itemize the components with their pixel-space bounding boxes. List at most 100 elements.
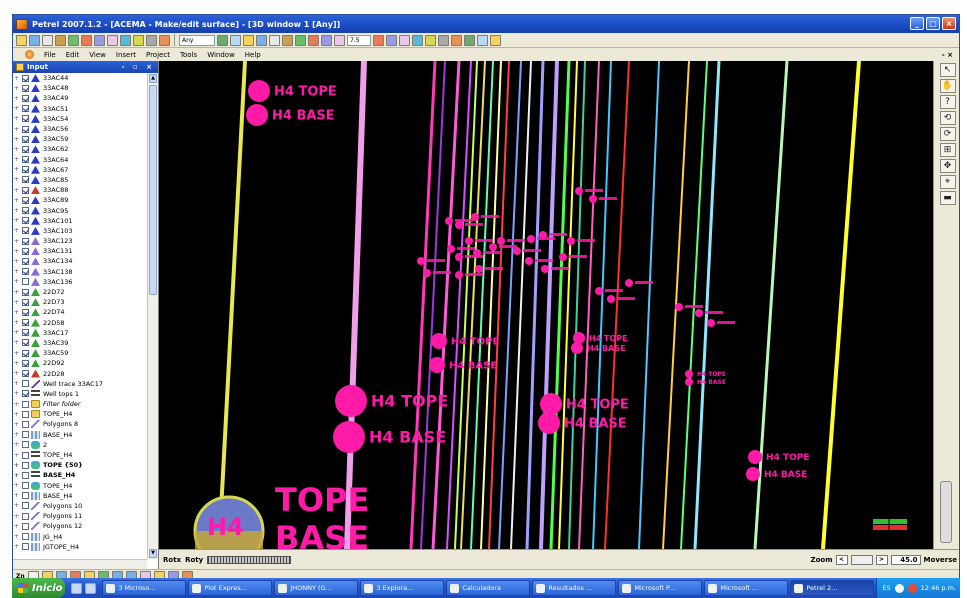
- tree-item[interactable]: + Well trace 33AC17: [13, 379, 147, 389]
- well-trace[interactable]: [539, 61, 559, 549]
- well-top-marker[interactable]: [455, 271, 463, 279]
- toolbar-tool-icon[interactable]: [256, 34, 267, 46]
- expand-icon[interactable]: +: [13, 125, 20, 133]
- visibility-checkbox[interactable]: [22, 298, 29, 306]
- expand-icon[interactable]: +: [13, 482, 20, 490]
- scroll-down-icon[interactable]: ▼: [149, 549, 157, 558]
- tree-item[interactable]: +33AC103: [13, 226, 147, 236]
- toolbar-tool-icon[interactable]: [94, 34, 105, 46]
- well-top-marker[interactable]: [246, 104, 268, 126]
- zoom-in-button[interactable]: >: [875, 554, 888, 565]
- security-icon[interactable]: [907, 583, 917, 593]
- visibility-checkbox[interactable]: [22, 237, 29, 245]
- expand-icon[interactable]: +: [13, 319, 20, 327]
- start-button[interactable]: Inicio: [12, 578, 66, 598]
- well-top-marker[interactable]: [489, 243, 497, 251]
- toolbar-tool-icon[interactable]: [321, 34, 332, 46]
- tree-item[interactable]: + TOPE_H4: [13, 481, 147, 491]
- tree-item[interactable]: +22D72: [13, 287, 147, 297]
- tree-item[interactable]: +33AC131: [13, 246, 147, 256]
- expand-icon[interactable]: +: [13, 308, 20, 316]
- target-icon[interactable]: ⌖: [939, 175, 956, 189]
- well-top-marker[interactable]: [335, 385, 367, 417]
- toolbar-tool-icon[interactable]: [282, 34, 293, 46]
- well-trace[interactable]: [420, 61, 446, 549]
- visibility-checkbox[interactable]: [22, 125, 29, 133]
- menu-tools[interactable]: Tools: [179, 50, 198, 59]
- rotation-slider[interactable]: [207, 555, 292, 564]
- expand-icon[interactable]: +: [13, 268, 20, 276]
- well-top-marker[interactable]: [589, 195, 597, 203]
- expand-icon[interactable]: +: [13, 176, 20, 184]
- well-trace[interactable]: [568, 61, 586, 549]
- well-top-marker[interactable]: [685, 378, 693, 386]
- visibility-checkbox[interactable]: [22, 329, 29, 337]
- visibility-checkbox[interactable]: [22, 359, 29, 367]
- maximize-button[interactable]: □: [926, 17, 940, 30]
- tree-vertical-scrollbar[interactable]: ▲ ▼: [147, 73, 158, 559]
- tree-item[interactable]: +33AC123: [13, 236, 147, 246]
- visibility-checkbox[interactable]: [22, 105, 29, 113]
- tree-horizontal-scrollbar[interactable]: [13, 559, 147, 569]
- visibility-checkbox[interactable]: [22, 380, 29, 388]
- well-trace[interactable]: [592, 61, 612, 549]
- toolbar-tool-icon[interactable]: [490, 34, 501, 46]
- well-top-marker[interactable]: [573, 332, 585, 344]
- expand-icon[interactable]: +: [13, 196, 20, 204]
- tree-item[interactable]: + TOPE {50}: [13, 460, 147, 470]
- well-top-marker[interactable]: [567, 237, 575, 245]
- move-icon[interactable]: ✥: [939, 159, 956, 173]
- well-top-marker[interactable]: [527, 235, 535, 243]
- toolbar-tool-icon[interactable]: [29, 34, 40, 46]
- visibility-checkbox[interactable]: [22, 227, 29, 235]
- select-icon[interactable]: ↖: [939, 63, 956, 77]
- tree-item[interactable]: + JG_H4: [13, 531, 147, 541]
- expand-icon[interactable]: +: [13, 441, 20, 449]
- expand-icon[interactable]: +: [13, 288, 20, 296]
- expand-icon[interactable]: +: [13, 186, 20, 194]
- well-trace[interactable]: [446, 61, 472, 549]
- expand-icon[interactable]: +: [13, 492, 20, 500]
- expand-icon[interactable]: +: [13, 502, 20, 510]
- toolbar-value-combo[interactable]: 7.5: [347, 34, 371, 46]
- well-trace[interactable]: [498, 61, 522, 549]
- tree-item[interactable]: +33AC136: [13, 277, 147, 287]
- taskbar-button[interactable]: JHONNY (G...: [274, 580, 359, 596]
- toolbar-tool-icon[interactable]: [386, 34, 397, 46]
- well-top-marker[interactable]: [541, 265, 549, 273]
- expand-icon[interactable]: +: [13, 298, 20, 306]
- tree-item[interactable]: + BASE_H4: [13, 491, 147, 501]
- expand-icon[interactable]: +: [13, 359, 20, 367]
- tree-item[interactable]: +33AC64: [13, 155, 147, 165]
- visibility-checkbox[interactable]: [22, 268, 29, 276]
- tree-item[interactable]: + JGTOPE_H4: [13, 542, 147, 552]
- well-top-marker[interactable]: [695, 309, 703, 317]
- well-top-marker[interactable]: [595, 287, 603, 295]
- tree-item[interactable]: +22D28: [13, 368, 147, 378]
- menu-file[interactable]: File: [44, 50, 56, 59]
- well-top-marker[interactable]: [471, 213, 479, 221]
- mdi-controls[interactable]: - ×: [941, 50, 953, 59]
- well-top-marker[interactable]: [575, 187, 583, 195]
- close-button[interactable]: ×: [942, 17, 956, 30]
- expand-icon[interactable]: +: [13, 390, 20, 398]
- well-trace[interactable]: [409, 61, 437, 549]
- visibility-checkbox[interactable]: [22, 339, 29, 347]
- pan-icon[interactable]: ✋: [939, 79, 956, 93]
- tree-item[interactable]: +33AC56: [13, 124, 147, 134]
- expand-icon[interactable]: +: [13, 349, 20, 357]
- tree-item[interactable]: +2: [13, 440, 147, 450]
- visibility-checkbox[interactable]: [22, 431, 29, 439]
- expand-icon[interactable]: +: [13, 115, 20, 123]
- tree-item[interactable]: +22D58: [13, 318, 147, 328]
- tree-item[interactable]: +33AC39: [13, 338, 147, 348]
- zoom-value[interactable]: 45.0: [890, 554, 921, 565]
- well-trace[interactable]: [488, 61, 510, 549]
- tree-item[interactable]: + BASE_H4: [13, 470, 147, 480]
- tree-scroll-thumb[interactable]: [149, 85, 157, 295]
- visibility-checkbox[interactable]: [22, 349, 29, 357]
- taskbar-button[interactable]: 3 Explora...: [360, 580, 445, 596]
- zoom-out-button[interactable]: <: [835, 554, 848, 565]
- toolbar-tool-icon[interactable]: [107, 34, 118, 46]
